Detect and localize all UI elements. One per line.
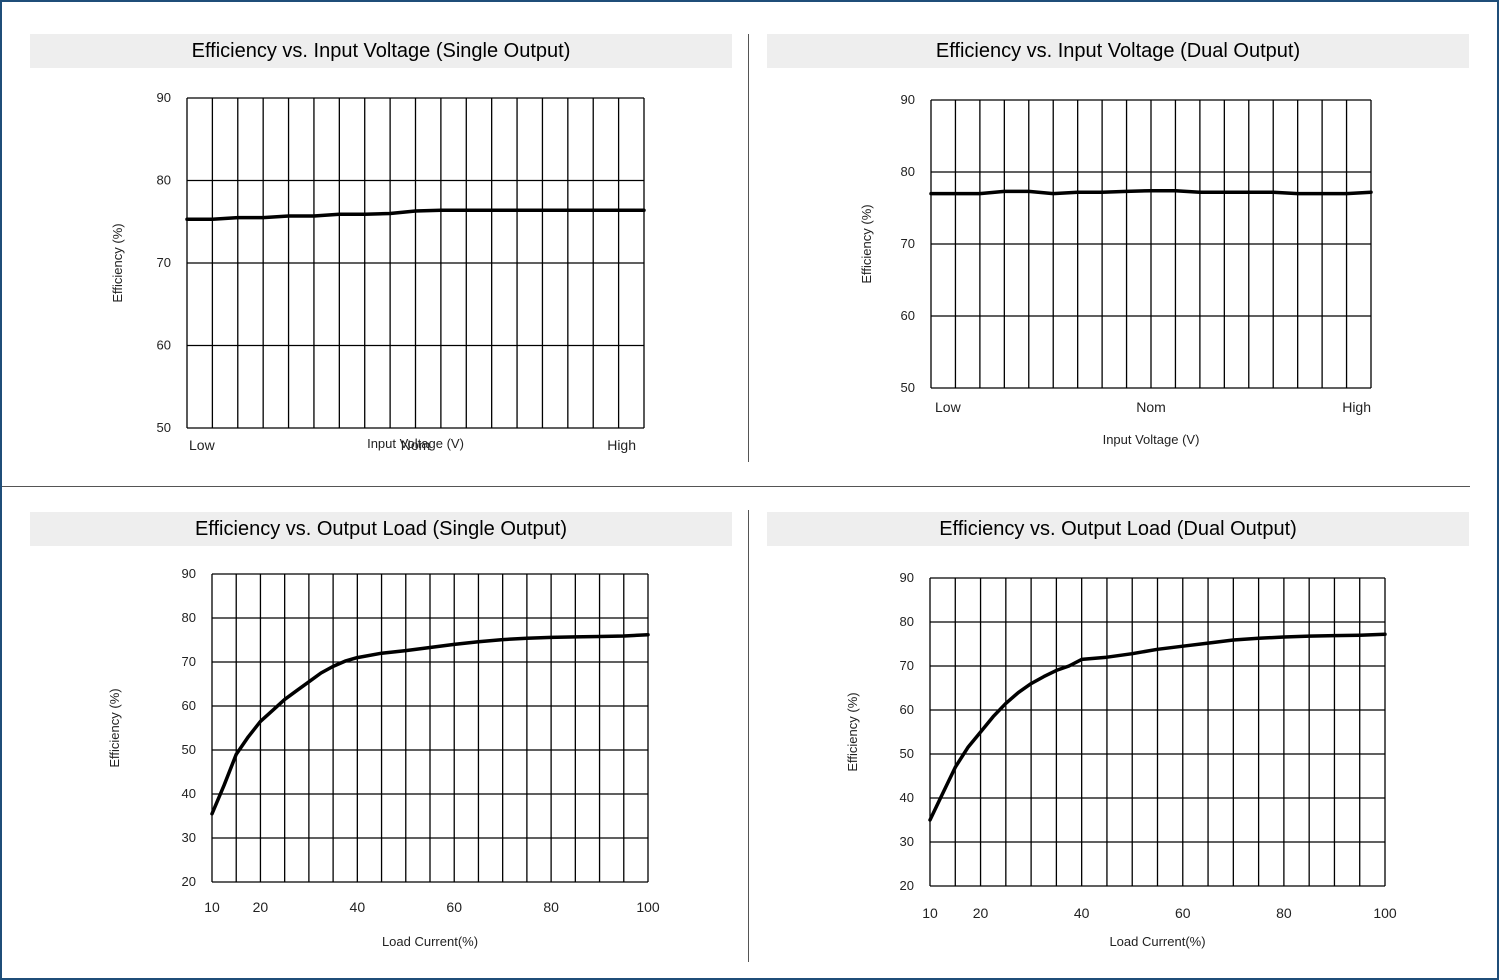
- y-tick-label: 70: [157, 255, 171, 270]
- x-tick-label: 60: [1175, 905, 1191, 921]
- x-tick-label: Low: [189, 437, 216, 453]
- x-tick-label: 40: [1074, 905, 1090, 921]
- vertical-divider-bottom: [748, 510, 749, 962]
- horizontal-divider: [2, 486, 1470, 487]
- y-tick-label: 70: [182, 654, 196, 669]
- chart-title-2: Efficiency vs. Input Voltage (Dual Outpu…: [767, 34, 1469, 68]
- y-tick-label: 40: [900, 790, 914, 805]
- x-tick-label: 80: [543, 899, 559, 915]
- vertical-divider-top: [748, 34, 749, 462]
- y-tick-label: 70: [900, 658, 914, 673]
- efficiency-series-line: [210, 632, 650, 816]
- y-tick-label: 30: [182, 830, 196, 845]
- y-axis-title: Efficiency (%): [859, 204, 874, 283]
- y-tick-label: 50: [900, 746, 914, 761]
- chart-plot-4: 20 30 40 50 60 70 80 90 10 20 40 60 80 100 Load Curren…: [845, 570, 1397, 949]
- x-axis-title: Input Voltage (V): [367, 436, 464, 451]
- x-axis-title: Input Voltage (V): [1103, 432, 1200, 447]
- x-axis-title: Load Current(%): [382, 934, 478, 949]
- chart-panel-2: Efficiency vs. Input Voltage (Dual Outpu…: [767, 34, 1469, 474]
- y-tick-label: 20: [182, 874, 196, 889]
- y-tick-label: 90: [901, 92, 915, 107]
- y-axis-title: Efficiency (%): [110, 223, 125, 302]
- y-tick-label: 60: [900, 702, 914, 717]
- y-tick-label: 70: [901, 236, 915, 251]
- chart-plot-3: 20 30 40 50 60 70 80 90 10 20 40 60 80 100 Load Curren…: [107, 566, 660, 949]
- x-tick-label: 10: [204, 899, 220, 915]
- y-axis-title: Efficiency (%): [845, 692, 860, 771]
- x-tick-label: Nom: [1136, 399, 1166, 415]
- chart-panel-4: Efficiency vs. Output Load (Dual Output)…: [767, 512, 1469, 962]
- y-tick-label: 30: [900, 834, 914, 849]
- x-tick-label: 10: [922, 905, 938, 921]
- x-axis-title: Load Current(%): [1109, 934, 1205, 949]
- y-tick-label: 50: [182, 742, 196, 757]
- x-tick-label: 100: [636, 899, 660, 915]
- x-tick-label: 20: [973, 905, 989, 921]
- efficiency-series-line: [928, 632, 1387, 822]
- y-tick-label: 90: [900, 570, 914, 585]
- y-tick-label: 60: [182, 698, 196, 713]
- y-axis-title: Efficiency (%): [107, 688, 122, 767]
- y-tick-label: 90: [157, 90, 171, 105]
- y-tick-label: 60: [157, 338, 171, 353]
- x-tick-label: 80: [1276, 905, 1292, 921]
- y-tick-label: 50: [901, 380, 915, 395]
- chart-panel-3: Efficiency vs. Output Load (Single Outpu…: [30, 512, 732, 962]
- y-tick-label: 80: [182, 610, 196, 625]
- y-tick-label: 60: [901, 308, 915, 323]
- efficiency-series-line: [185, 208, 646, 222]
- y-tick-label: 80: [901, 164, 915, 179]
- x-tick-label: Low: [935, 399, 962, 415]
- chart-title-4: Efficiency vs. Output Load (Dual Output): [767, 512, 1469, 546]
- x-tick-label: Nom: [401, 437, 431, 453]
- y-tick-label: 40: [182, 786, 196, 801]
- chart-title-3: Efficiency vs. Output Load (Single Outpu…: [30, 512, 732, 546]
- efficiency-series-line: [929, 188, 1373, 196]
- chart-panel-1: Efficiency vs. Input Voltage (Single Out…: [30, 34, 732, 474]
- y-tick-label: 80: [900, 614, 914, 629]
- chart-plot-2: 50 60 70 80 90 Low Nom High Input Voltage (V) Eff…: [859, 92, 1373, 447]
- x-tick-label: 60: [446, 899, 462, 915]
- chart-plot-1: 50 60 70 80 90 Low Nom High Input Voltage (V) Eff…: [110, 90, 646, 453]
- x-tick-label: 40: [350, 899, 366, 915]
- x-tick-label: 20: [253, 899, 269, 915]
- y-tick-label: 90: [182, 566, 196, 581]
- x-tick-label: High: [607, 437, 636, 453]
- x-tick-label: 100: [1373, 905, 1397, 921]
- y-tick-label: 80: [157, 173, 171, 188]
- x-tick-label: High: [1342, 399, 1371, 415]
- y-tick-label: 20: [900, 878, 914, 893]
- chart-title-1: Efficiency vs. Input Voltage (Single Out…: [30, 34, 732, 68]
- y-tick-label: 50: [157, 420, 171, 435]
